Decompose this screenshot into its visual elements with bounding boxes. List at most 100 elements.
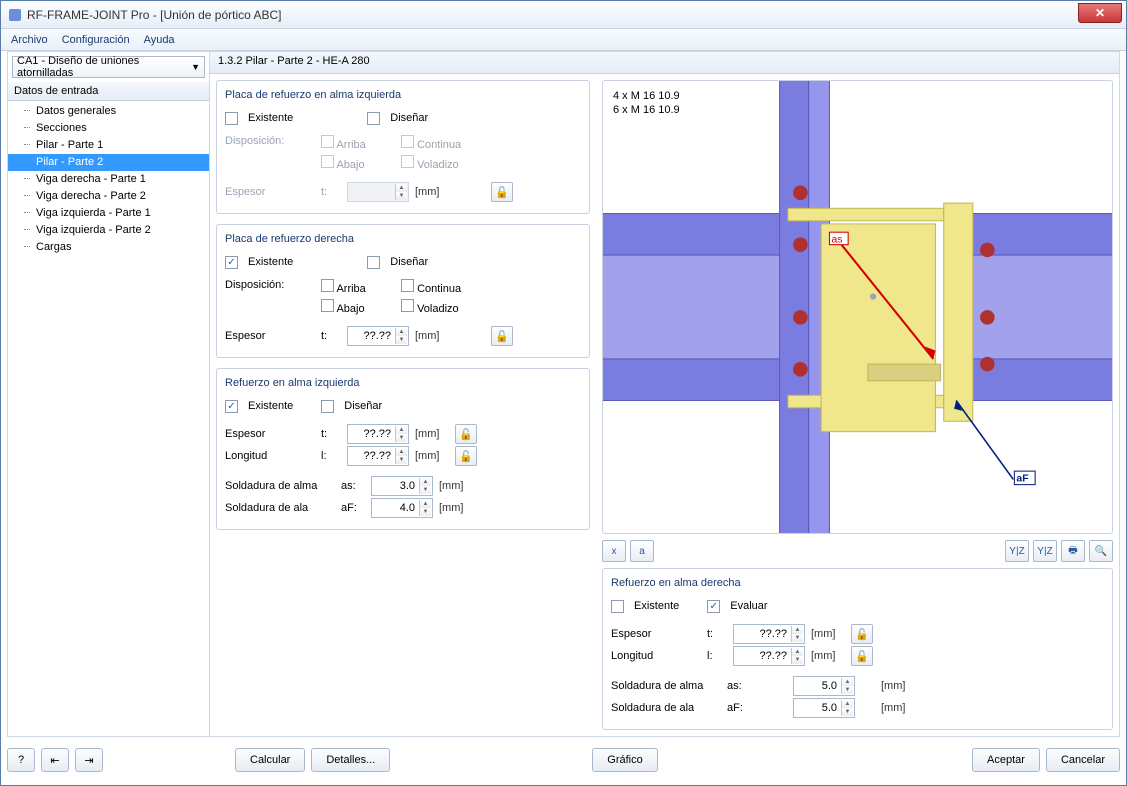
- dropdown-arrow-icon: ▼: [191, 62, 200, 72]
- menu-config[interactable]: Configuración: [62, 34, 130, 46]
- toolbar-print-button[interactable]: 🖶: [1061, 540, 1085, 562]
- input-espesor[interactable]: ??.??▲▼: [347, 424, 409, 444]
- toolbar-yz2-button[interactable]: Y|Z: [1033, 540, 1057, 562]
- calcular-button[interactable]: Calcular: [235, 748, 305, 772]
- unit: [mm]: [439, 480, 473, 492]
- checkbox-existente[interactable]: [225, 400, 238, 413]
- aceptar-button[interactable]: Aceptar: [972, 748, 1040, 772]
- checkbox-voladizo[interactable]: [401, 299, 414, 312]
- label-disenar: Diseñar: [390, 256, 428, 268]
- label-longitud: Longitud: [225, 450, 315, 462]
- checkbox-arriba[interactable]: [321, 279, 334, 292]
- checkbox-abajo: [321, 155, 334, 168]
- prev-button[interactable]: ⇤: [41, 748, 69, 772]
- toolbar-zoom-button[interactable]: 🔍: [1089, 540, 1113, 562]
- label-sold-ala: Soldadura de ala: [611, 702, 721, 714]
- input-longitud[interactable]: ??.??▲▼: [733, 646, 805, 666]
- label-existente: Existente: [248, 256, 293, 268]
- close-button[interactable]: ✕: [1078, 3, 1122, 23]
- label-existente: Existente: [634, 600, 679, 612]
- label-arriba: Arriba: [336, 139, 365, 151]
- label-existente: Existente: [248, 400, 293, 412]
- lock-button[interactable]: 🔓: [491, 326, 513, 346]
- label-af: aF:: [341, 502, 365, 514]
- viewer-info: 4 x M 16 10.9 6 x M 16 10.9: [613, 89, 680, 117]
- tree-item[interactable]: Cargas: [8, 239, 209, 256]
- cancelar-button[interactable]: Cancelar: [1046, 748, 1120, 772]
- checkbox-continua[interactable]: [401, 279, 414, 292]
- input-as[interactable]: 3.0▲▼: [371, 476, 433, 496]
- label-as: as:: [727, 680, 751, 692]
- checkbox-evaluar[interactable]: [707, 600, 720, 613]
- group-title: Placa de refuerzo en alma izquierda: [225, 89, 581, 101]
- label-abajo: Abajo: [336, 303, 364, 315]
- unit: [mm]: [415, 450, 449, 462]
- input-espesor[interactable]: ??.??▲▼: [733, 624, 805, 644]
- checkbox-disenar[interactable]: [321, 400, 334, 413]
- tree-item[interactable]: Viga derecha - Parte 2: [8, 188, 209, 205]
- tree-item[interactable]: Viga izquierda - Parte 1: [8, 205, 209, 222]
- input-as[interactable]: 5.0▲▼: [793, 676, 855, 696]
- menu-help[interactable]: Ayuda: [144, 34, 175, 46]
- app-window: RF-FRAME-JOINT Pro - [Unión de pórtico A…: [0, 0, 1127, 786]
- label-l: l:: [707, 650, 727, 662]
- right-column: 4 x M 16 10.9 6 x M 16 10.9: [596, 74, 1119, 736]
- help-button[interactable]: ?: [7, 748, 35, 772]
- label-evaluar: Evaluar: [730, 600, 767, 612]
- lock-button[interactable]: 🔓: [455, 446, 477, 466]
- input-longitud[interactable]: ??.??▲▼: [347, 446, 409, 466]
- input-espesor: ▲▼: [347, 182, 409, 202]
- checkbox-voladizo: [401, 155, 414, 168]
- label-disenar: Diseñar: [390, 112, 428, 124]
- detalles-button[interactable]: Detalles...: [311, 748, 390, 772]
- label-disenar: Diseñar: [344, 400, 382, 412]
- case-selector[interactable]: CA1 - Diseño de uniones atornilladas ▼: [12, 56, 205, 78]
- group-refuerzo-izquierda: Refuerzo en alma izquierda Existente Dis…: [216, 368, 590, 530]
- checkbox-disenar[interactable]: [367, 112, 380, 125]
- unit: [mm]: [811, 628, 845, 640]
- lock-button[interactable]: 🔓: [455, 424, 477, 444]
- bolt-info-2: 6 x M 16 10.9: [613, 103, 680, 117]
- unit: [mm]: [439, 502, 473, 514]
- grafico-button[interactable]: Gráfico: [592, 748, 657, 772]
- case-selector-label: CA1 - Diseño de uniones atornilladas: [17, 55, 191, 79]
- checkbox-existente[interactable]: [225, 256, 238, 269]
- next-button[interactable]: ⇥: [75, 748, 103, 772]
- tree-item[interactable]: Viga derecha - Parte 1: [8, 171, 209, 188]
- tree-item[interactable]: Pilar - Parte 1: [8, 137, 209, 154]
- checkbox-disenar[interactable]: [367, 256, 380, 269]
- tree-item[interactable]: Pilar - Parte 2: [8, 154, 209, 171]
- input-espesor[interactable]: ??.??▲▼: [347, 326, 409, 346]
- checkbox-existente[interactable]: [225, 112, 238, 125]
- label-continua: Continua: [417, 139, 461, 151]
- label-continua: Continua: [417, 283, 461, 295]
- toolbar-x-button[interactable]: x: [602, 540, 626, 562]
- label-t: t:: [707, 628, 727, 640]
- label-longitud: Longitud: [611, 650, 701, 662]
- tree-item[interactable]: Viga izquierda - Parte 2: [8, 222, 209, 239]
- group-title: Placa de refuerzo derecha: [225, 233, 581, 245]
- checkbox-abajo[interactable]: [321, 299, 334, 312]
- viewer-svg: as aF: [603, 81, 1112, 533]
- svg-text:aF: aF: [1016, 474, 1028, 485]
- group-placa-derecha: Placa de refuerzo derecha Existente Dise…: [216, 224, 590, 358]
- label-abajo: Abajo: [336, 159, 364, 171]
- checkbox-existente[interactable]: [611, 600, 624, 613]
- input-af[interactable]: 4.0▲▼: [371, 498, 433, 518]
- viewer-toolbar: x a Y|Z Y|Z 🖶 🔍: [602, 540, 1113, 562]
- toolbar-a-button[interactable]: a: [630, 540, 654, 562]
- footer: ? ⇤ ⇥ Calcular Detalles... Gráfico Acept…: [7, 743, 1120, 777]
- toolbar-yz1-button[interactable]: Y|Z: [1005, 540, 1029, 562]
- form-column: Placa de refuerzo en alma izquierda Exis…: [210, 74, 596, 736]
- main-title: 1.3.2 Pilar - Parte 2 - HE-A 280: [210, 52, 1119, 74]
- label-disposicion: Disposición:: [225, 135, 315, 147]
- lock-button[interactable]: 🔓: [851, 624, 873, 644]
- tree-item[interactable]: Datos generales: [8, 103, 209, 120]
- group-title: Refuerzo en alma derecha: [611, 577, 1104, 589]
- menu-file[interactable]: Archivo: [11, 34, 48, 46]
- lock-button[interactable]: 🔓: [851, 646, 873, 666]
- menubar: Archivo Configuración Ayuda: [1, 29, 1126, 51]
- input-af[interactable]: 5.0▲▼: [793, 698, 855, 718]
- tree-item[interactable]: Secciones: [8, 120, 209, 137]
- 3d-viewer[interactable]: 4 x M 16 10.9 6 x M 16 10.9: [602, 80, 1113, 534]
